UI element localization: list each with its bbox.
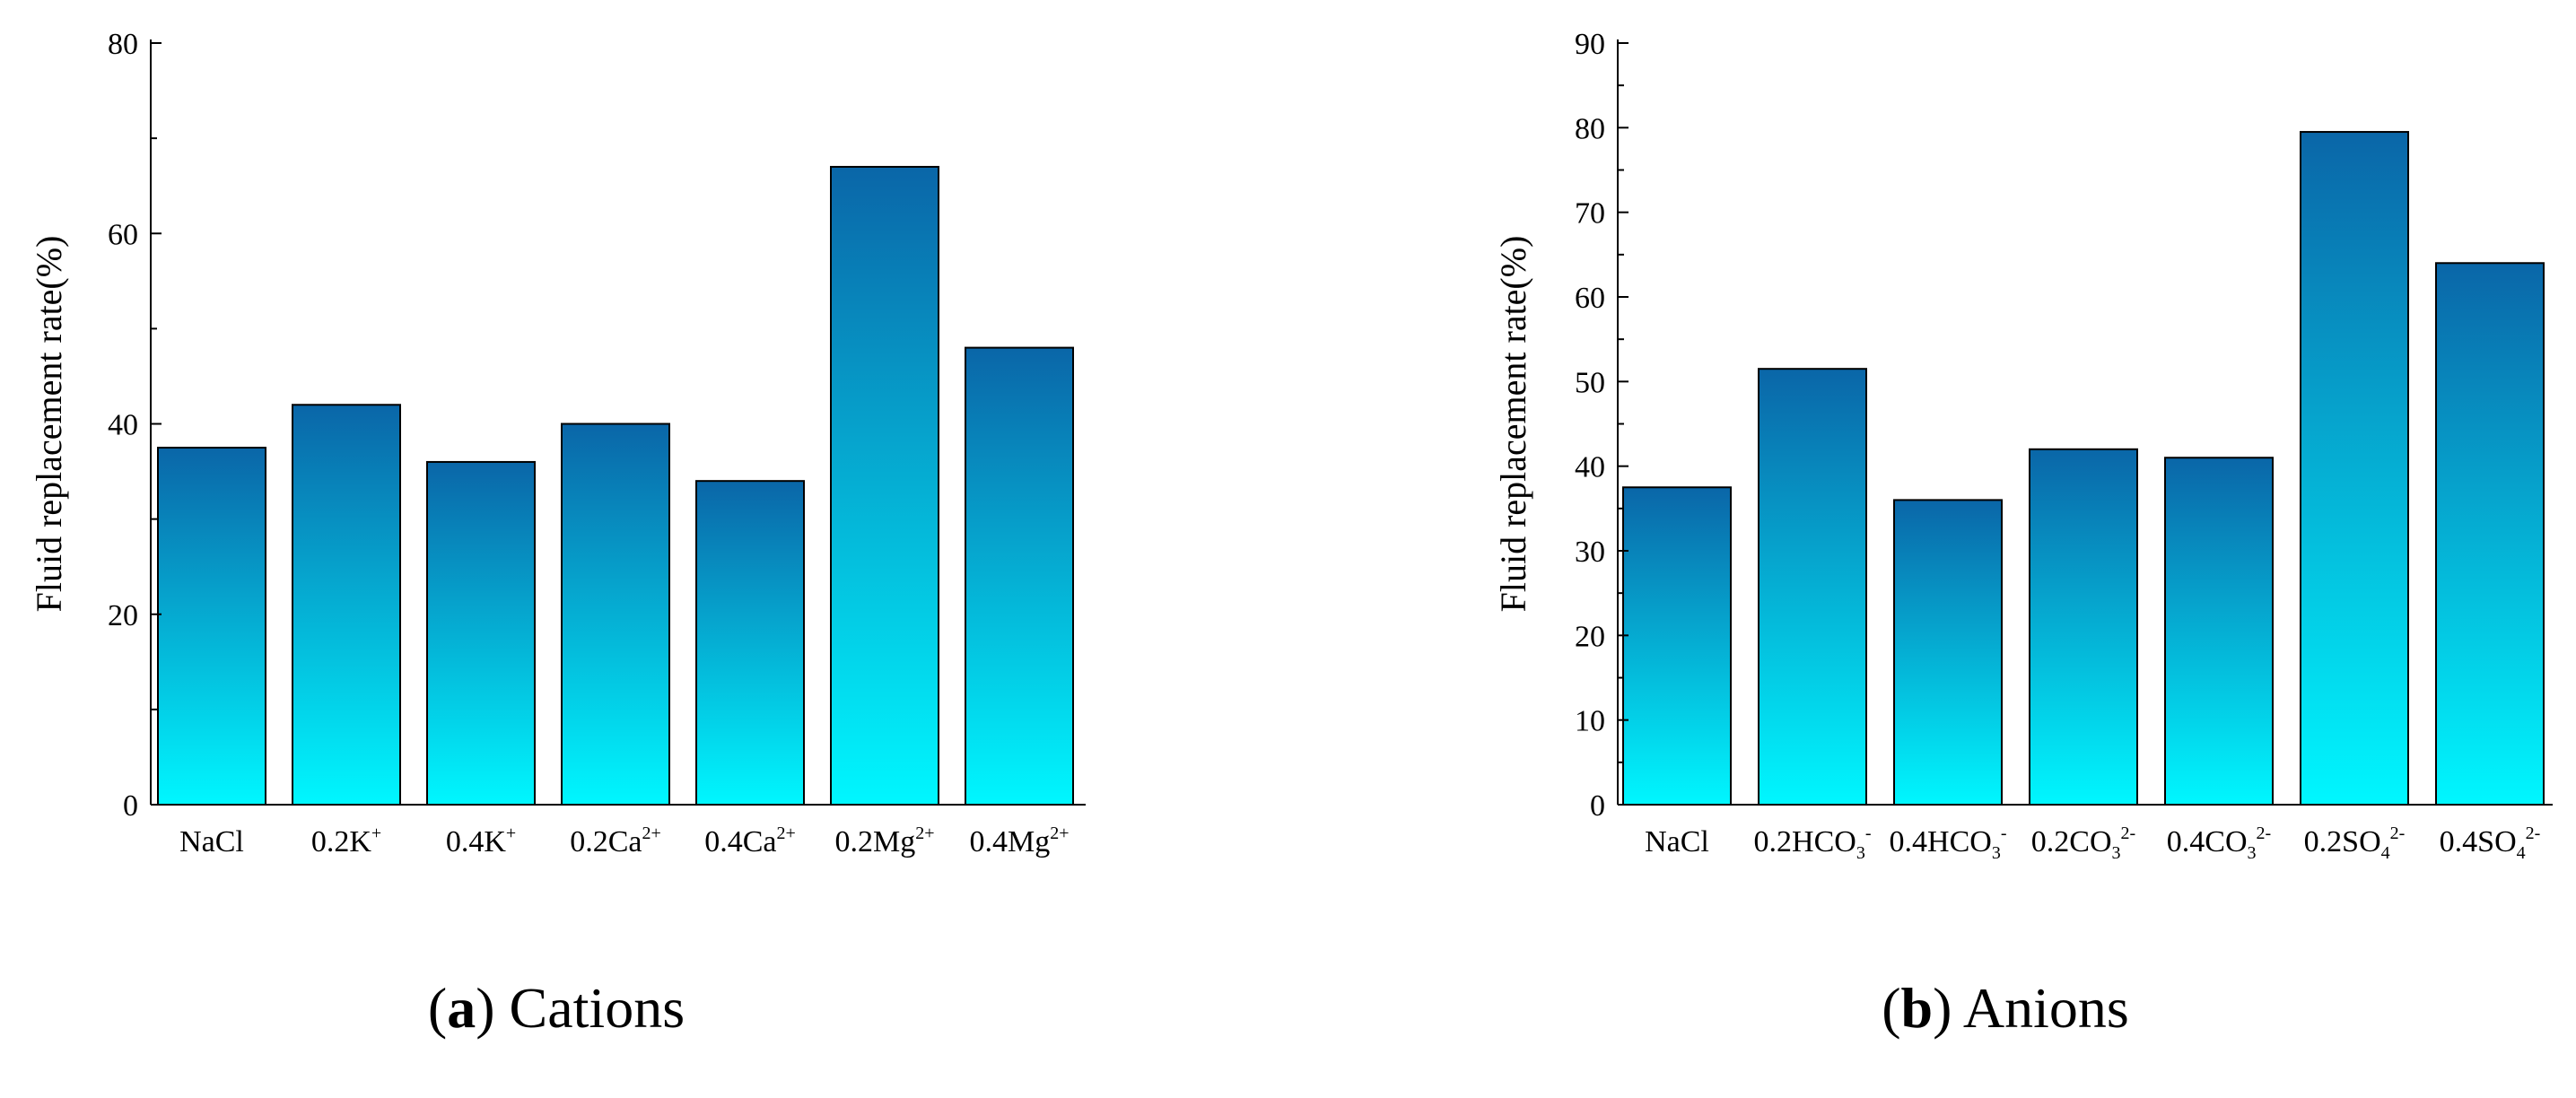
bar-b-4	[2164, 457, 2274, 806]
x-tick-label-b-6: 0.4SO42-	[2440, 824, 2541, 863]
x-tick-label-b-3: 0.2CO32-	[2031, 824, 2135, 863]
y-tick-label-b: 10	[1575, 705, 1605, 738]
caption-b: (b) Anions	[1882, 976, 2129, 1040]
bar-a-2	[426, 460, 536, 806]
caption-a-letter: a	[447, 976, 476, 1040]
y-tick-label-a: 0	[123, 789, 138, 823]
y-tick-label-a: 20	[108, 599, 138, 632]
caption-b-letter: b	[1901, 976, 1934, 1040]
x-tick-label-a-0: NaCl	[179, 825, 244, 858]
y-tick-label-b: 60	[1575, 282, 1605, 315]
bar-a-5	[830, 165, 939, 806]
y-tick-label-b: 30	[1575, 536, 1605, 569]
y-tick-label-b: 0	[1590, 789, 1605, 823]
bar-a-3	[561, 423, 670, 806]
x-tick-label-b-5: 0.2SO42-	[2304, 824, 2406, 863]
y-tick-label-b: 80	[1575, 112, 1605, 145]
y-tick-label-b: 50	[1575, 366, 1605, 399]
x-tick-label-b-0: NaCl	[1645, 825, 1709, 858]
bar-a-1	[292, 404, 401, 806]
bar-a-0	[157, 447, 266, 806]
y-tick-label-a: 80	[108, 28, 138, 61]
y-tick-label-b: 70	[1575, 197, 1605, 231]
x-tick-label-a-3: 0.2Ca2+	[570, 824, 661, 858]
bar-a-6	[965, 346, 1074, 806]
y-axis-label-a: Fluid replacement rate(%)	[29, 236, 69, 613]
x-tick-label-a-4: 0.4Ca2+	[704, 824, 796, 858]
bar-b-0	[1622, 486, 1732, 806]
y-tick-label-a: 60	[108, 218, 138, 251]
caption-a-text: Cations	[510, 976, 685, 1040]
caption-b-text: Anions	[1963, 976, 2129, 1040]
x-tick-label-b-1: 0.2HCO3-	[1754, 824, 1872, 863]
x-tick-label-b-4: 0.4CO32-	[2167, 824, 2271, 863]
bar-b-6	[2435, 262, 2545, 806]
x-tick-label-a-2: 0.4K+	[446, 824, 516, 858]
x-tick-label-b-2: 0.4HCO3-	[1890, 824, 2007, 863]
bar-b-1	[1758, 368, 1867, 806]
y-tick-label-b: 90	[1575, 28, 1605, 61]
x-tick-label-a-5: 0.2Mg2+	[834, 824, 934, 858]
x-tick-label-a-6: 0.4Mg2+	[969, 824, 1069, 858]
y-tick-label-b: 20	[1575, 620, 1605, 653]
chart-anions: 0 10 20 30 40 50 60 70 80 90 NaCl 0.2HCO3- 0.4HCO3- 0…	[1493, 28, 2553, 863]
y-tick-label-b: 40	[1575, 451, 1605, 484]
y-axis-label-b: Fluid replacement rate(%)	[1493, 236, 1533, 613]
bar-b-3	[2029, 448, 2138, 806]
caption-a: (a) Cations	[428, 976, 685, 1040]
chart-cations: 0 20 40 60 80 NaCl 0.2K+ 0.4K+ 0.2Ca2+ 0.4Ca2+ 0.2…	[29, 28, 1086, 858]
bar-b-5	[2300, 131, 2409, 806]
x-tick-label-a-1: 0.2K+	[311, 824, 381, 858]
bar-b-2	[1893, 499, 2003, 806]
y-tick-label-a: 40	[108, 409, 138, 442]
bar-a-4	[695, 480, 805, 806]
